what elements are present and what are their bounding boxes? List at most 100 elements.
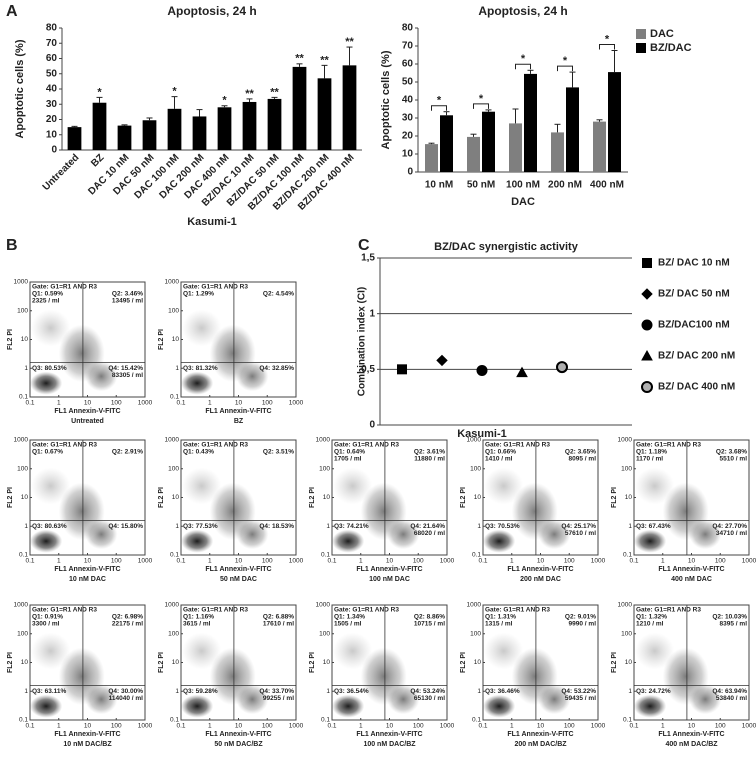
- x-axis-label: FL1 Annexin-V-FITC: [658, 731, 724, 738]
- quadrant-label: Q3: 36.46%: [485, 688, 520, 695]
- y-axis-label: Combination index (CI): [357, 287, 368, 396]
- quadrant-label: Q2: 3.51%: [263, 449, 294, 456]
- y-tick-label: 0.1: [19, 717, 28, 724]
- x-tick-label: 100: [111, 558, 122, 565]
- y-tick-label: 10: [625, 494, 633, 501]
- quadrant-label: 3615 / ml: [183, 621, 211, 628]
- y-tick-label: 80: [46, 23, 58, 34]
- bar: [317, 78, 332, 150]
- plot-title: BZ: [234, 418, 244, 425]
- x-axis-label: FL1 Annexin-V-FITC: [356, 731, 422, 738]
- quadrant-label: Q3: 80.63%: [32, 523, 67, 530]
- x-tick-label: 0.1: [176, 723, 185, 730]
- quadrant-label: 83305 / ml: [112, 372, 143, 379]
- x-tick-label: 1000: [138, 400, 153, 407]
- x-tick-label: 1000: [289, 723, 304, 730]
- plot-title: 200 nM DAC/BZ: [514, 741, 567, 748]
- x-tick-label: 0.1: [629, 558, 638, 565]
- significance: **: [295, 53, 304, 65]
- y-tick-label: 40: [402, 95, 414, 106]
- significance: *: [521, 53, 526, 65]
- x-axis-label: FL1 Annexin-V-FITC: [205, 731, 271, 738]
- bar: [524, 73, 537, 172]
- quadrant-label: 8095 / ml: [569, 456, 597, 463]
- plot-title: 400 nM DAC/BZ: [665, 741, 718, 748]
- y-tick-label: 0: [407, 167, 413, 178]
- quadrant-label: 22175 / ml: [112, 621, 143, 628]
- y-tick-label: 1,5: [361, 253, 375, 264]
- quadrant-label: 9990 / ml: [569, 621, 597, 628]
- legend-swatch: [636, 43, 646, 53]
- panel-label: B: [6, 237, 18, 254]
- x-tick-label: 10 nM: [425, 180, 453, 191]
- cell-cloud: [181, 694, 214, 718]
- y-tick-label: 0.1: [170, 552, 179, 559]
- y-axis-label: FL2 PI: [309, 652, 316, 673]
- quadrant-label: Q3: 63.11%: [32, 688, 67, 695]
- y-tick-label: 1: [477, 688, 481, 695]
- gate-label: Gate: G1=R1 AND R3: [636, 607, 701, 614]
- y-tick-label: 50: [402, 77, 414, 88]
- y-tick-label: 70: [46, 38, 58, 49]
- plot-title: 10 nM DAC/BZ: [63, 741, 112, 748]
- significance: *: [222, 95, 227, 107]
- quadrant-label: Q4: 27.70%: [712, 523, 747, 530]
- x-tick-label: 1: [661, 723, 665, 730]
- bar: [566, 87, 579, 172]
- bar: [482, 111, 495, 172]
- quadrant-label: 13495 / ml: [112, 298, 143, 305]
- x-tick-label: 100: [262, 723, 273, 730]
- quadrant-label: 1505 / ml: [334, 621, 362, 628]
- x-tick-label: 1: [208, 558, 212, 565]
- quadrant-label: Q3: 24.72%: [636, 688, 671, 695]
- quadrant-label: Q2: 9.01%: [565, 614, 596, 621]
- legend-marker: [642, 258, 652, 268]
- quadrant-label: 8395 / ml: [720, 621, 748, 628]
- y-tick-label: 0.1: [170, 717, 179, 724]
- quadrant-label: Q3: 80.53%: [32, 365, 67, 372]
- y-tick-label: 0.1: [170, 394, 179, 401]
- y-tick-label: 10: [402, 149, 414, 160]
- y-tick-label: 1000: [14, 437, 29, 444]
- plot-title: 10 nM DAC: [69, 576, 106, 583]
- significance: *: [563, 55, 568, 67]
- y-tick-label: 0: [51, 145, 57, 156]
- y-tick-label: 1: [628, 688, 632, 695]
- quadrant-label: 1410 / ml: [485, 456, 513, 463]
- quadrant-label: Q1: 1.29%: [183, 291, 214, 298]
- quadrant-label: Q2: 6.98%: [112, 614, 143, 621]
- y-tick-label: 50: [46, 68, 58, 79]
- y-tick-label: 0: [369, 420, 375, 431]
- y-axis-label: FL2 PI: [7, 487, 14, 508]
- gate-label: Gate: G1=R1 AND R3: [636, 442, 701, 449]
- y-tick-label: 100: [319, 465, 330, 472]
- quadrant-label: Q2: 8.86%: [414, 614, 445, 621]
- x-axis-label: FL1 Annexin-V-FITC: [54, 408, 120, 415]
- y-tick-label: 1000: [618, 602, 633, 609]
- x-tick-label: 100: [564, 723, 575, 730]
- bar: [440, 115, 453, 172]
- y-tick-label: 100: [621, 630, 632, 637]
- y-tick-label: 1000: [165, 602, 180, 609]
- cell-cloud: [31, 309, 71, 347]
- x-axis-label: FL1 Annexin-V-FITC: [658, 566, 724, 573]
- y-tick-label: 1000: [14, 602, 29, 609]
- x-axis-label: DAC: [511, 196, 535, 208]
- y-tick-label: 1: [24, 365, 28, 372]
- y-tick-label: 0.1: [19, 552, 28, 559]
- y-tick-label: 1: [24, 523, 28, 530]
- chart-title: BZ/DAC synergistic activity: [434, 241, 579, 253]
- y-tick-label: 10: [46, 129, 58, 140]
- y-tick-label: 0.1: [19, 394, 28, 401]
- bar: [167, 108, 182, 150]
- gate-label: Gate: G1=R1 AND R3: [32, 442, 97, 449]
- cell-cloud: [483, 694, 516, 718]
- x-tick-label: 1000: [591, 723, 606, 730]
- quadrant-label: Q2: 2.91%: [112, 449, 143, 456]
- cell-cloud: [635, 467, 675, 505]
- cell-cloud: [332, 694, 365, 718]
- cell-cloud: [29, 371, 63, 395]
- quadrant-label: Q4: 21.64%: [410, 523, 445, 530]
- y-tick-label: 0.1: [472, 717, 481, 724]
- cell-cloud: [333, 467, 373, 505]
